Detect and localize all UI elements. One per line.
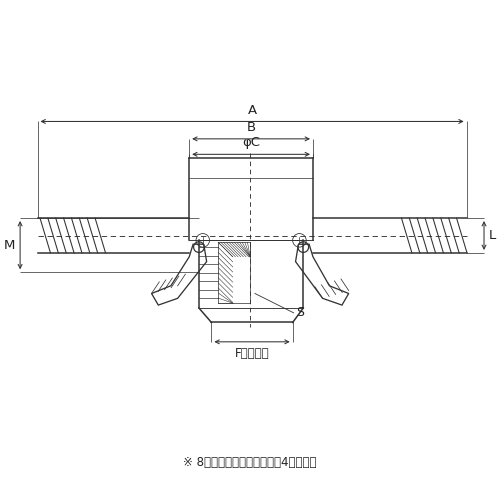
Text: S: S — [296, 306, 304, 320]
Text: M: M — [4, 238, 16, 252]
Text: B: B — [246, 121, 256, 134]
Text: ※ 8インチ品のカムアームは4本です。: ※ 8インチ品のカムアームは4本です。 — [184, 456, 317, 469]
Text: φC: φC — [242, 136, 260, 149]
Text: F（対辺）: F（対辺） — [235, 346, 270, 360]
Text: A: A — [248, 104, 256, 117]
Text: L: L — [489, 229, 496, 242]
